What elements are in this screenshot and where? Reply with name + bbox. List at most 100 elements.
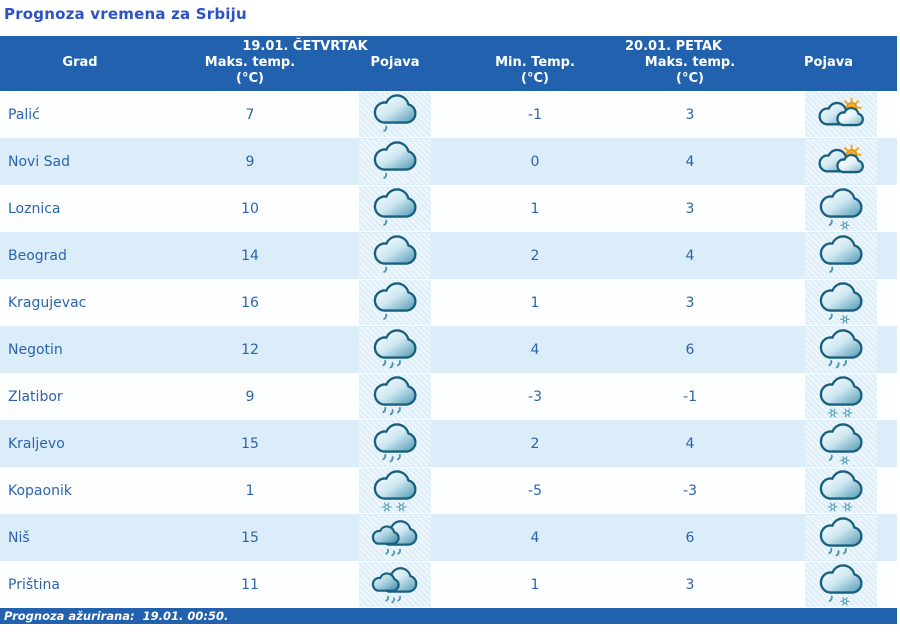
table-row: Kopaonik 1 -5 -3	[0, 467, 897, 514]
min-temp-day2: -5	[528, 482, 542, 499]
max-temp-day2: 4	[685, 153, 695, 170]
pojava-day2-cell	[760, 138, 897, 185]
min-temp-day2: 1	[530, 576, 540, 593]
column-header-pojava-day2: Pojava	[804, 55, 853, 70]
max-temp-day1: 15	[241, 529, 259, 546]
pojava-day2-cell	[760, 279, 897, 326]
pojava-day1-cell	[340, 185, 450, 232]
column-header-max-temp-day1: Maks. temp. (°C)	[160, 55, 340, 87]
column-header-max-temp-day2: Maks. temp. (°C)	[620, 55, 760, 87]
cloud-rain-icon	[359, 374, 431, 419]
max-temp-day2: -1	[683, 388, 697, 405]
max-temp-day1: 9	[245, 153, 255, 170]
clouds-showers-icon	[359, 562, 431, 607]
unit-label: (°C)	[236, 71, 264, 86]
cloud-drizzle-icon	[359, 92, 431, 137]
unit-label: (°C)	[676, 71, 704, 86]
pojava-day2-cell	[760, 91, 897, 138]
city-name: Kopaonik	[8, 482, 72, 499]
city-name: Niš	[8, 529, 30, 546]
table-header: 19.01. ČETVRTAK 20.01. PETAK Grad Maks. …	[0, 36, 897, 91]
pojava-day1-cell	[340, 420, 450, 467]
cloud-drizzle-icon	[359, 280, 431, 325]
column-header-pojava-day1: Pojava	[370, 55, 420, 70]
city-name: Negotin	[8, 341, 63, 358]
cloud-drizzle-icon	[804, 233, 877, 278]
pojava-day2-cell	[760, 373, 897, 420]
cloud-snow-icon	[804, 374, 877, 419]
max-temp-day1: 12	[241, 341, 259, 358]
max-temp-day2: 6	[685, 529, 695, 546]
cloud-sleet-icon	[804, 280, 877, 325]
update-status-bar: Prognoza ažurirana: 19.01. 00:50.	[0, 608, 897, 624]
cloud-sleet-icon	[804, 562, 877, 607]
min-temp-day2: 4	[530, 529, 540, 546]
cloud-rain-icon	[359, 327, 431, 372]
max-temp-day1: 10	[241, 200, 259, 217]
max-temp-day2: 4	[685, 435, 695, 452]
cloud-sleet-icon	[804, 421, 877, 466]
city-name: Kraljevo	[8, 435, 65, 452]
pojava-day1-cell	[340, 232, 450, 279]
table-row: Beograd 14 2 4	[0, 232, 897, 279]
max-temp-day1: 1	[245, 482, 255, 499]
column-header-min-temp-day2: Min. Temp. (°C)	[450, 55, 620, 87]
max-temp-day2: 3	[685, 106, 695, 123]
table-row: Loznica 10 1 3	[0, 185, 897, 232]
city-name: Palić	[8, 106, 40, 123]
cloud-drizzle-icon	[359, 139, 431, 184]
max-temp-day2: 4	[685, 247, 695, 264]
day1-group-header: 19.01. ČETVRTAK	[242, 39, 368, 54]
unit-label: (°C)	[521, 71, 549, 86]
pojava-day2-cell	[760, 232, 897, 279]
min-temp-day2: 4	[530, 341, 540, 358]
cloud-snow-icon	[804, 468, 877, 513]
table-row: Zlatibor 9 -3 -1	[0, 373, 897, 420]
pojava-day1-cell	[340, 326, 450, 373]
city-name: Priština	[8, 576, 60, 593]
max-temp-day1: 9	[245, 388, 255, 405]
update-status-text: Prognoza ažurirana: 19.01. 00:50.	[4, 609, 229, 623]
pojava-day2-cell	[760, 467, 897, 514]
day2-group-header: 20.01. PETAK	[625, 39, 722, 54]
city-name: Beograd	[8, 247, 67, 264]
max-temp-day2: 6	[685, 341, 695, 358]
min-temp-day2: -1	[528, 106, 542, 123]
max-temp-day2: 3	[685, 200, 695, 217]
pojava-day1-cell	[340, 514, 450, 561]
max-temp-day1: 16	[241, 294, 259, 311]
min-temp-day2: 2	[530, 435, 540, 452]
cloud-drizzle-icon	[359, 233, 431, 278]
pojava-day2-cell	[760, 561, 897, 608]
table-row: Palić 7 -1 3	[0, 91, 897, 138]
pojava-day1-cell	[340, 467, 450, 514]
pojava-day2-cell	[760, 326, 897, 373]
max-temp-day2: -3	[683, 482, 697, 499]
cloud-rain-icon	[804, 327, 877, 372]
min-temp-day2: -3	[528, 388, 542, 405]
cloud-rain-icon	[804, 515, 877, 560]
forecast-table: 19.01. ČETVRTAK 20.01. PETAK Grad Maks. …	[0, 36, 897, 608]
cloud-snow-icon	[359, 468, 431, 513]
pojava-day1-cell	[340, 279, 450, 326]
max-temp-day2: 3	[685, 294, 695, 311]
table-row: Kraljevo 15 2 4	[0, 420, 897, 467]
table-row: Negotin 12 4 6	[0, 326, 897, 373]
max-temp-day1: 15	[241, 435, 259, 452]
column-label-row: Grad Maks. temp. (°C) Pojava Min. Temp. (°…	[0, 55, 897, 87]
city-name: Zlatibor	[8, 388, 63, 405]
table-body: Palić 7 -1 3 Novi Sad 9 0 4 Loznica 10 1 3 Beograd 14…	[0, 91, 897, 608]
pojava-day1-cell	[340, 91, 450, 138]
min-temp-day2: 0	[530, 153, 540, 170]
sun-clouds-icon	[804, 139, 877, 184]
max-temp-day1: 14	[241, 247, 259, 264]
min-temp-day2: 1	[530, 200, 540, 217]
cloud-rain-icon	[359, 421, 431, 466]
cloud-drizzle-icon	[359, 186, 431, 231]
table-row: Novi Sad 9 0 4	[0, 138, 897, 185]
pojava-day2-cell	[760, 420, 897, 467]
table-row: Niš 15 4 6	[0, 514, 897, 561]
city-name: Loznica	[8, 200, 61, 217]
cloud-sleet-icon	[804, 186, 877, 231]
sun-clouds-icon	[804, 92, 877, 137]
